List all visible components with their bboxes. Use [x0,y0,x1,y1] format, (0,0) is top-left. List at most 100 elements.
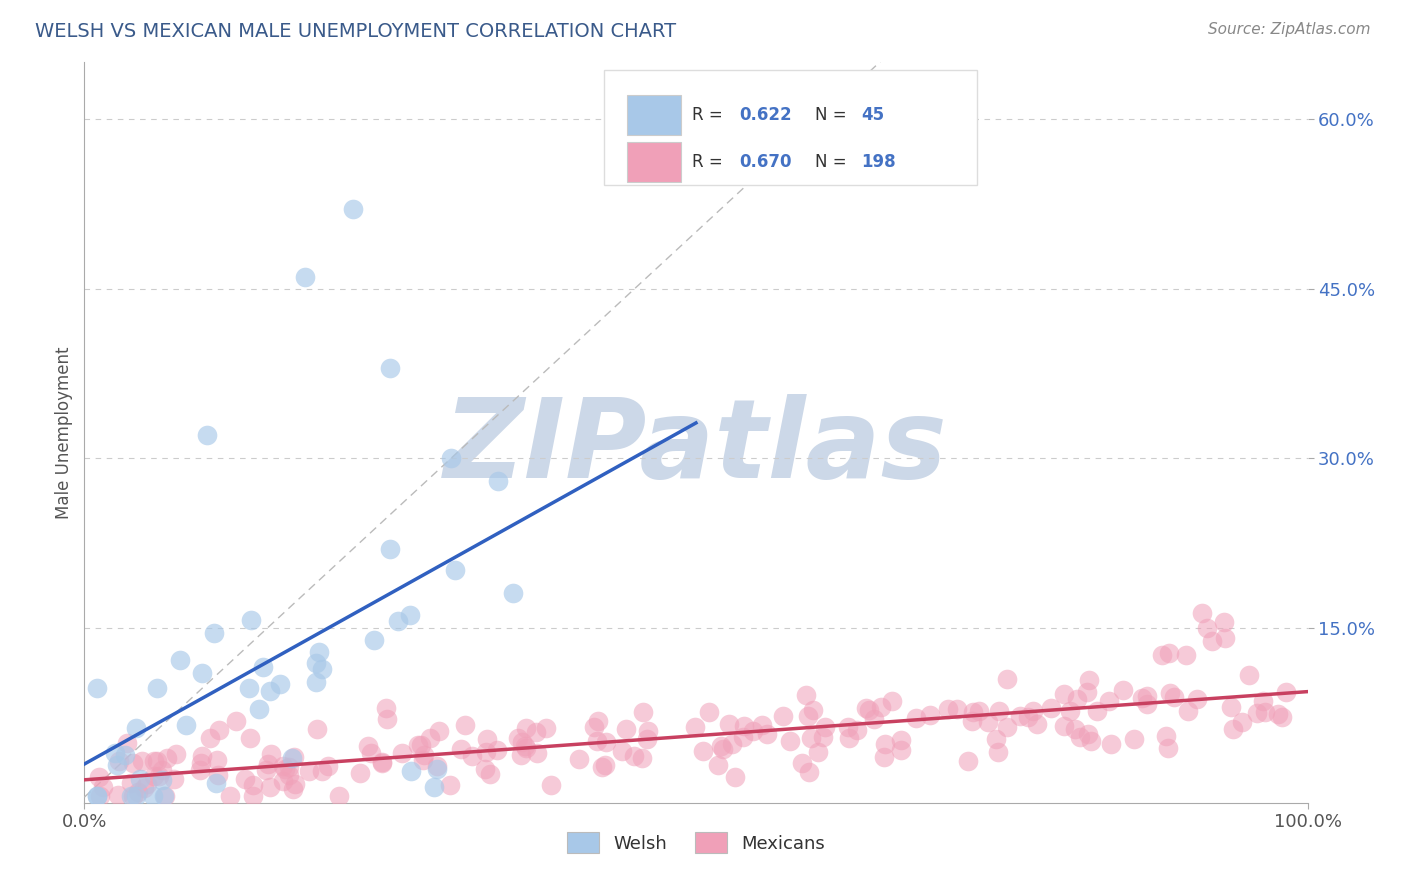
Point [811,731,834,745]
Point [205,753,228,767]
Point [357,739,380,754]
Text: ZIPatlas: ZIPatlas [444,394,948,501]
Point [1080,733,1102,747]
Point [378,541,401,556]
Text: R =: R = [692,106,728,124]
Point [91,780,114,794]
Point [1154,729,1177,743]
Point [938,702,960,716]
Point [1159,686,1181,700]
Point [233,772,256,786]
Point [1059,704,1081,718]
Point [814,720,837,734]
Point [191,665,214,680]
Point [146,681,169,695]
Point [143,769,166,783]
Point [305,656,328,670]
Point [797,765,820,780]
Point [125,789,148,803]
Point [219,789,242,803]
Text: Source: ZipAtlas.com: Source: ZipAtlas.com [1208,22,1371,37]
Point [87,770,110,784]
Point [1025,717,1047,731]
Point [1230,714,1253,729]
Point [977,714,1000,729]
Point [1187,692,1209,706]
Point [612,744,634,758]
Point [1222,722,1244,736]
Point [1077,727,1099,741]
Point [870,700,893,714]
Point [122,756,145,770]
Point [120,776,142,790]
Point [474,745,496,759]
Point [426,758,449,772]
Point [731,731,754,745]
Point [156,750,179,764]
Point [427,723,450,738]
Point [387,615,409,629]
Point [413,747,436,762]
Point [284,777,307,791]
Text: N =: N = [814,106,852,124]
Point [593,758,616,772]
Point [1201,634,1223,648]
Point [412,753,434,767]
Point [254,764,277,778]
Point [478,767,501,781]
Point [375,712,398,726]
Point [1150,648,1173,662]
Point [1099,737,1122,751]
Point [242,789,264,803]
Point [711,742,734,756]
Point [419,731,441,745]
Point [800,731,823,745]
Point [797,709,820,723]
Point [692,744,714,758]
Point [790,756,813,770]
Point [683,720,706,734]
Point [1098,694,1121,708]
Point [148,769,170,783]
Point [146,754,169,768]
Text: 45: 45 [860,106,884,124]
Point [298,764,321,779]
Point [1174,648,1197,663]
FancyBboxPatch shape [627,142,682,182]
Point [855,701,877,715]
Point [89,789,111,803]
Point [370,755,392,769]
Point [1177,704,1199,718]
Text: R =: R = [692,153,728,171]
Point [238,681,260,695]
Point [305,722,328,736]
Point [205,776,228,790]
Point [308,645,330,659]
Point [142,754,165,768]
Point [751,718,773,732]
Point [269,677,291,691]
Point [997,720,1019,734]
Y-axis label: Male Unemployment: Male Unemployment [55,346,73,519]
Point [485,743,508,757]
Point [169,653,191,667]
Point [1246,706,1268,720]
Point [837,720,859,734]
Point [858,703,880,717]
Point [86,789,108,803]
Point [150,763,173,777]
Point [426,762,449,776]
Point [142,789,165,803]
Point [136,777,159,791]
Point [1085,704,1108,718]
Point [423,780,446,795]
Point [125,721,148,735]
Point [278,760,301,774]
Point [1136,698,1159,712]
Text: 198: 198 [860,153,896,171]
Point [278,768,301,782]
Point [461,749,484,764]
Point [259,747,281,761]
Point [208,723,231,738]
Point [540,778,562,792]
